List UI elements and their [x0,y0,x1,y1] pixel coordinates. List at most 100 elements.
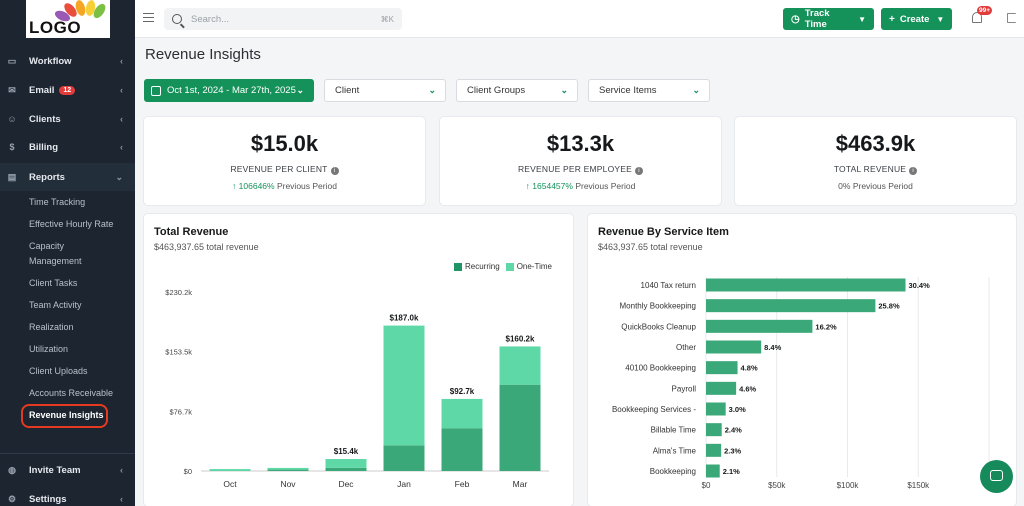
logout-icon[interactable] [1007,13,1016,23]
bar-bookkeeping-services[interactable] [706,402,726,416]
sidebar-subitem-client-tasks[interactable]: Client Tasks [29,278,78,288]
sidebar-subitem-capacity-management[interactable]: Management [29,256,82,266]
client-filter[interactable]: Client ⌄ [324,79,446,102]
chat-button[interactable] [980,460,1013,493]
legend-label-one-time[interactable]: One-Time [516,262,552,271]
bar-one-time-jan[interactable] [383,325,425,446]
sidebar-item-invite-team[interactable]: ◍ Invite Team ‹ [0,456,135,484]
bar-recurring-feb[interactable] [441,428,483,471]
briefcase-icon: ▭ [7,55,17,66]
y-category-label: Billable Time [651,426,697,435]
create-label: Create [899,13,930,25]
y-tick-label: $153.5k [165,348,192,357]
bar-data-label: 2.3% [724,446,741,455]
bar-data-label: 16.2% [815,322,837,331]
bar-recurring-dec[interactable] [325,467,367,471]
bar-recurring-nov[interactable] [267,469,309,471]
bar-recurring-jan[interactable] [383,445,425,471]
sidebar-subitem-realization[interactable]: Realization [29,322,74,332]
bar-1040-tax-return[interactable] [706,278,906,292]
arrow-up-icon: ↑ [525,181,533,191]
sidebar-subitem-effective-hourly-rate[interactable]: Effective Hourly Rate [29,219,114,229]
sidebar-item-label: Invite Team [29,464,81,476]
chevron-left-icon: ‹ [120,114,123,124]
kpi-change: ↑ 106646% Previous Period [232,181,337,191]
bar-data-label: 25.8% [878,302,900,311]
y-category-label: QuickBooks Cleanup [621,322,696,331]
bar-quickbooks-cleanup[interactable] [706,319,813,333]
search-box[interactable]: ⌘K [164,8,402,30]
email-count-badge: 12 [59,85,76,95]
bar-one-time-mar[interactable] [499,346,541,385]
legend-label-recurring[interactable]: Recurring [465,262,500,271]
gear-icon: ⚙ [7,493,17,504]
bar-alma-s-time[interactable] [706,443,722,457]
search-input[interactable] [191,13,371,25]
kpi-change: 0% Previous Period [838,181,913,191]
bar-total-label: $15.4k [334,447,359,456]
legend-swatch-one-time [505,262,514,271]
mail-icon: ✉ [8,84,16,95]
sidebar-subitem-time-tracking[interactable]: Time Tracking [29,197,86,207]
client-groups-filter[interactable]: Client Groups ⌄ [456,79,578,102]
menu-icon[interactable] [143,13,154,22]
sidebar-subitem-client-uploads[interactable]: Client Uploads [29,366,88,376]
sidebar-item-workflow[interactable]: ▭ Workflow ‹ [0,47,135,75]
plus-icon: + [889,13,895,25]
bar-data-label: 30.4% [909,281,931,290]
kpi-change: ↑ 1654457% Previous Period [525,181,636,191]
sidebar-subitem-revenue-insights[interactable]: Revenue Insights [29,410,104,420]
document-icon: ▤ [7,171,17,182]
sidebar-subitem-capacity[interactable]: Capacity [29,241,65,251]
chevron-down-icon: ⌄ [115,171,123,182]
y-category-label: 1040 Tax return [641,281,696,290]
bar-data-label: 4.8% [741,364,758,373]
sidebar-item-email[interactable]: ✉ Email 12 ‹ [0,76,135,104]
bar-monthly-bookkeeping[interactable] [706,299,876,313]
sidebar-item-billing[interactable]: $ Billing ‹ [0,133,135,161]
sidebar-subitem-team-activity[interactable]: Team Activity [29,300,82,310]
sidebar-subitem-accounts-receivable[interactable]: Accounts Receivable [29,388,114,398]
logo[interactable]: LOGO [26,0,110,38]
bar-billable-time[interactable] [706,423,722,437]
sidebar-item-settings[interactable]: ⚙ Settings ‹ [0,485,135,506]
bar-one-time-feb[interactable] [441,398,483,429]
sidebar-item-label: Reports [29,171,65,183]
bar-recurring-mar[interactable] [499,384,541,471]
clock-icon: ◷ [791,13,800,25]
date-range-picker[interactable]: Oct 1st, 2024 - Mar 27th, 2025 ⌄ [144,79,314,102]
y-category-label: 40100 Bookkeeping [625,364,696,373]
current-page-highlight [21,404,108,428]
service-items-filter[interactable]: Service Items ⌄ [588,79,710,102]
bar-40100-bookkeeping[interactable] [706,361,738,375]
bar-bookkeeping[interactable] [706,464,720,478]
info-icon[interactable]: i [330,167,339,175]
top-bar: ⌘K ◷ Track Time ▼ + Create ▼ 99+ [135,0,1024,38]
chat-icon [990,470,1003,481]
users-icon: ☺ [7,114,17,124]
sidebar-subitem-utilization[interactable]: Utilization [29,344,69,354]
kpi-value: $13.3k [546,131,615,156]
bar-one-time-dec[interactable] [325,459,367,468]
x-tick-label: Feb [455,479,470,489]
x-tick-label: Oct [223,479,237,489]
create-button[interactable]: + Create ▼ [881,8,952,30]
legend-swatch-recurring [454,262,462,271]
search-icon [172,14,182,24]
bar-one-time-nov[interactable] [267,467,309,470]
dollar-icon: $ [9,142,15,152]
calendar-icon [151,85,161,96]
client-filter-label: Client [335,85,360,96]
info-icon[interactable]: i [635,167,644,175]
sidebar-item-reports[interactable]: ▤ Reports ⌄ [0,163,135,191]
chevron-down-icon: ⌄ [560,85,568,95]
bar-payroll[interactable] [706,381,737,395]
bar-data-label: 8.4% [764,343,781,352]
logo-text: LOGO [29,18,82,37]
bar-other[interactable] [706,340,762,354]
info-icon[interactable]: i [909,167,918,175]
sidebar-item-clients[interactable]: ☺ Clients ‹ [0,105,135,133]
track-time-button[interactable]: ◷ Track Time ▼ [783,8,874,30]
bar-one-time-oct[interactable] [209,469,251,471]
total-revenue-card: Total Revenue $463,937.65 total revenue … [144,214,573,506]
